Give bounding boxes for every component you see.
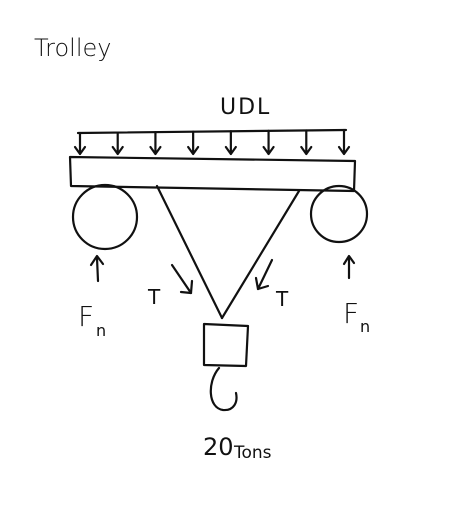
load-label: 20 Tons [203,433,272,463]
normal-force-label-right: F n [343,297,370,336]
tension-label-left: T [147,285,161,309]
left-cable [155,184,224,320]
left-normal-force-arrow [89,254,105,283]
udl-arrow [262,129,275,156]
fn-subscript-left: n [96,321,106,340]
right-normal-force-arrow [342,254,356,280]
right-tension-arrow [254,258,274,291]
tension-label-right: T [275,287,289,311]
udl-arrow [149,131,162,156]
udl-label: UDL [220,95,271,120]
fn-subscript-right: n [360,317,370,336]
udl-arrow [300,129,313,156]
hook [209,366,238,412]
right-wheel [309,184,369,244]
fn-symbol-right: F [343,297,359,330]
udl-top-line [76,128,348,135]
udl-arrows [73,128,351,156]
left-wheel [71,183,139,251]
left-tension-arrow [170,263,194,295]
normal-force-label-left: F n [78,300,106,340]
fn-symbol-left: F [78,300,94,333]
udl-arrow [111,131,124,156]
hook-block [202,322,250,368]
udl-arrow [73,131,87,156]
udl-arrow [337,128,351,156]
load-unit: Tons [233,443,272,463]
udl-arrow [187,130,200,156]
load-value: 20 [203,433,234,461]
right-cable [220,189,301,320]
diagram-title: Trolley [34,34,111,62]
udl-arrow [224,130,237,156]
